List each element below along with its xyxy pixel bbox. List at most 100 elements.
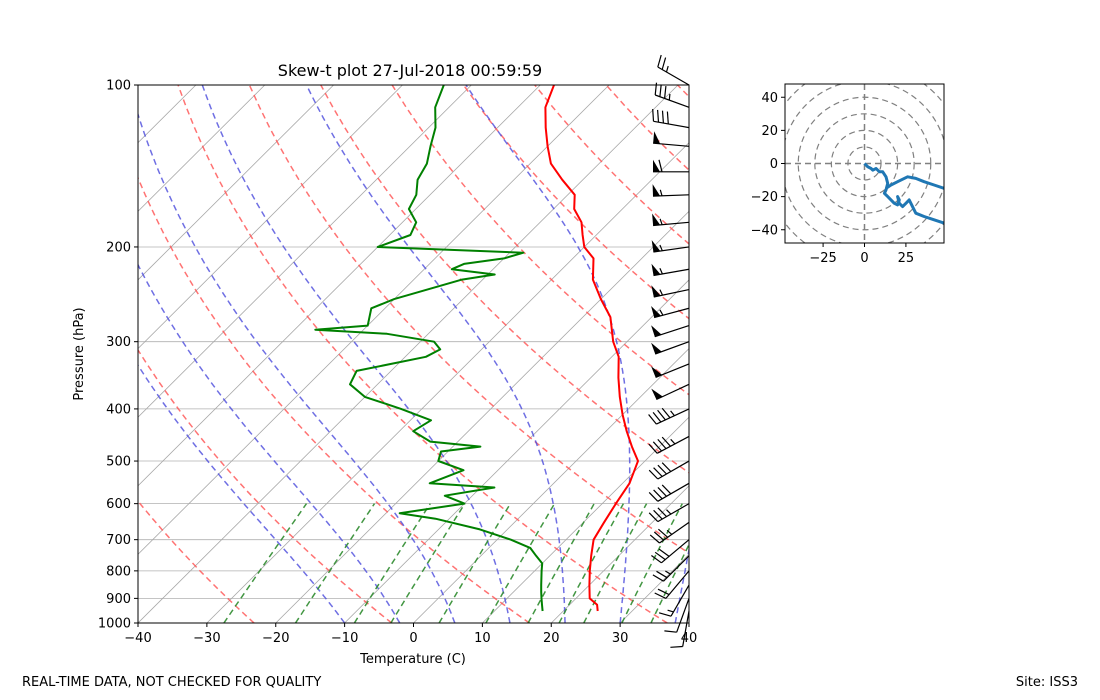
x-tick-label: 30 bbox=[612, 631, 629, 646]
wind-barb-flag bbox=[651, 285, 661, 297]
wind-barb-full bbox=[657, 439, 667, 449]
isotherm-line bbox=[138, 85, 472, 418]
wind-barb-full bbox=[657, 464, 667, 475]
wind-barb-full bbox=[661, 484, 672, 495]
wind-barb bbox=[651, 240, 690, 253]
hodograph-y-tick-label: 40 bbox=[761, 91, 778, 106]
wind-barb-full bbox=[657, 409, 666, 421]
wind-barb bbox=[648, 435, 690, 454]
wind-barb-staff bbox=[653, 142, 690, 147]
wind-barb-staff bbox=[656, 383, 690, 401]
y-tick-label: 300 bbox=[106, 335, 131, 350]
wind-barb-half bbox=[659, 218, 663, 225]
wind-barb-full bbox=[661, 436, 671, 447]
skewt-plot: −40 −30 −20 −10 0 10 20 30 401000900800700600500… bbox=[72, 54, 697, 667]
wind-barb-staff bbox=[657, 460, 690, 480]
skewt-guide-lines bbox=[138, 85, 689, 623]
isotherm-line bbox=[482, 416, 689, 623]
wind-barb bbox=[654, 570, 690, 599]
wind-barb-full bbox=[661, 110, 664, 124]
wind-barb-half bbox=[668, 93, 671, 101]
wind-barb-half bbox=[659, 289, 664, 296]
dry-adiabat bbox=[177, 85, 668, 623]
isotherm-line bbox=[275, 210, 689, 623]
moist-adiabat bbox=[305, 85, 566, 623]
y-axis-label: Pressure (hPa) bbox=[72, 307, 87, 400]
wind-barb-full bbox=[652, 574, 664, 582]
wind-barb-flag bbox=[652, 213, 661, 226]
wind-barb-flag bbox=[651, 325, 662, 337]
moist-adiabat bbox=[201, 85, 511, 623]
isotherm-line bbox=[551, 485, 689, 623]
wind-barb-full bbox=[664, 86, 667, 99]
wind-barb bbox=[651, 383, 690, 401]
wind-barb-full bbox=[654, 592, 667, 599]
y-tick-label: 100 bbox=[106, 79, 131, 94]
dry-adiabat bbox=[138, 499, 255, 623]
isotherm-line bbox=[138, 85, 334, 281]
wind-barb-full bbox=[652, 412, 662, 423]
wind-barb-full bbox=[658, 528, 669, 538]
wind-barb-staff bbox=[676, 598, 690, 633]
wind-barb bbox=[651, 306, 690, 319]
y-tick-label: 400 bbox=[106, 402, 131, 417]
x-tick-label: −10 bbox=[331, 631, 358, 646]
isotherm-line bbox=[138, 85, 541, 487]
wind-barb-full bbox=[670, 645, 683, 648]
wind-barb-flag bbox=[653, 131, 661, 144]
wind-barb-staff bbox=[661, 539, 690, 564]
wind-barb-full bbox=[654, 82, 658, 96]
mixing-ratio-line bbox=[223, 503, 308, 623]
wind-barb-full bbox=[657, 109, 660, 123]
wind-barb-flag bbox=[651, 306, 661, 318]
hodograph-ring bbox=[814, 113, 915, 214]
wind-barb-staff bbox=[653, 246, 690, 253]
wind-barb-flag bbox=[651, 366, 663, 378]
wind-barb-staff bbox=[654, 325, 690, 338]
wind-barb-staff bbox=[656, 435, 690, 454]
mixing-ratio-line bbox=[353, 503, 431, 623]
wind-barb-full bbox=[648, 414, 657, 425]
wind-barb-staff bbox=[656, 408, 690, 425]
wind-barb bbox=[648, 407, 690, 425]
wind-barb-full bbox=[661, 407, 671, 419]
wind-barb-full bbox=[652, 441, 663, 452]
wind-barb-full bbox=[664, 630, 677, 633]
wind-barb bbox=[652, 213, 690, 227]
y-tick-label: 700 bbox=[106, 533, 131, 548]
x-tick-label: −40 bbox=[124, 631, 151, 646]
wind-barb-staff bbox=[670, 584, 690, 617]
wind-barb bbox=[657, 54, 690, 86]
wind-barb-staff bbox=[659, 521, 690, 544]
wind-barb bbox=[651, 539, 690, 564]
wind-barb-half bbox=[659, 309, 664, 316]
wind-barb bbox=[649, 521, 690, 544]
y-tick-label: 500 bbox=[106, 455, 131, 470]
wind-barb-full bbox=[659, 84, 662, 97]
wind-barb-flag bbox=[651, 388, 663, 400]
x-tick-label: 0 bbox=[409, 631, 417, 646]
isotherm-line bbox=[138, 85, 679, 623]
chart-title: Skew-t plot 27-Jul-2018 00:59:59 bbox=[278, 61, 542, 80]
wind-barb-full bbox=[651, 555, 662, 564]
wind-barb-full bbox=[653, 531, 664, 541]
wind-barb-full bbox=[652, 108, 655, 122]
mixing-ratio-line bbox=[390, 503, 466, 623]
wind-barb bbox=[664, 598, 690, 633]
x-tick-label: −20 bbox=[262, 631, 289, 646]
wind-barb-staff bbox=[657, 66, 690, 86]
hodograph-ticks: −25 0 25 −40 −20 0 20 40 bbox=[751, 91, 915, 266]
isotherm-line bbox=[344, 279, 689, 623]
wind-barb-staff bbox=[652, 194, 690, 197]
wind-barb-full bbox=[658, 548, 670, 557]
wind-barb-staff bbox=[682, 610, 690, 647]
wind-barb-half bbox=[670, 438, 676, 445]
wind-barb-full bbox=[657, 54, 662, 68]
wind-barb-half bbox=[666, 509, 672, 515]
wind-barb-full bbox=[658, 612, 672, 617]
wind-barb-half bbox=[667, 609, 674, 613]
skewt-series-group bbox=[314, 85, 639, 612]
x-tick-label: 10 bbox=[474, 631, 491, 646]
wind-barb-staff bbox=[663, 555, 690, 582]
wind-barb bbox=[652, 555, 690, 582]
